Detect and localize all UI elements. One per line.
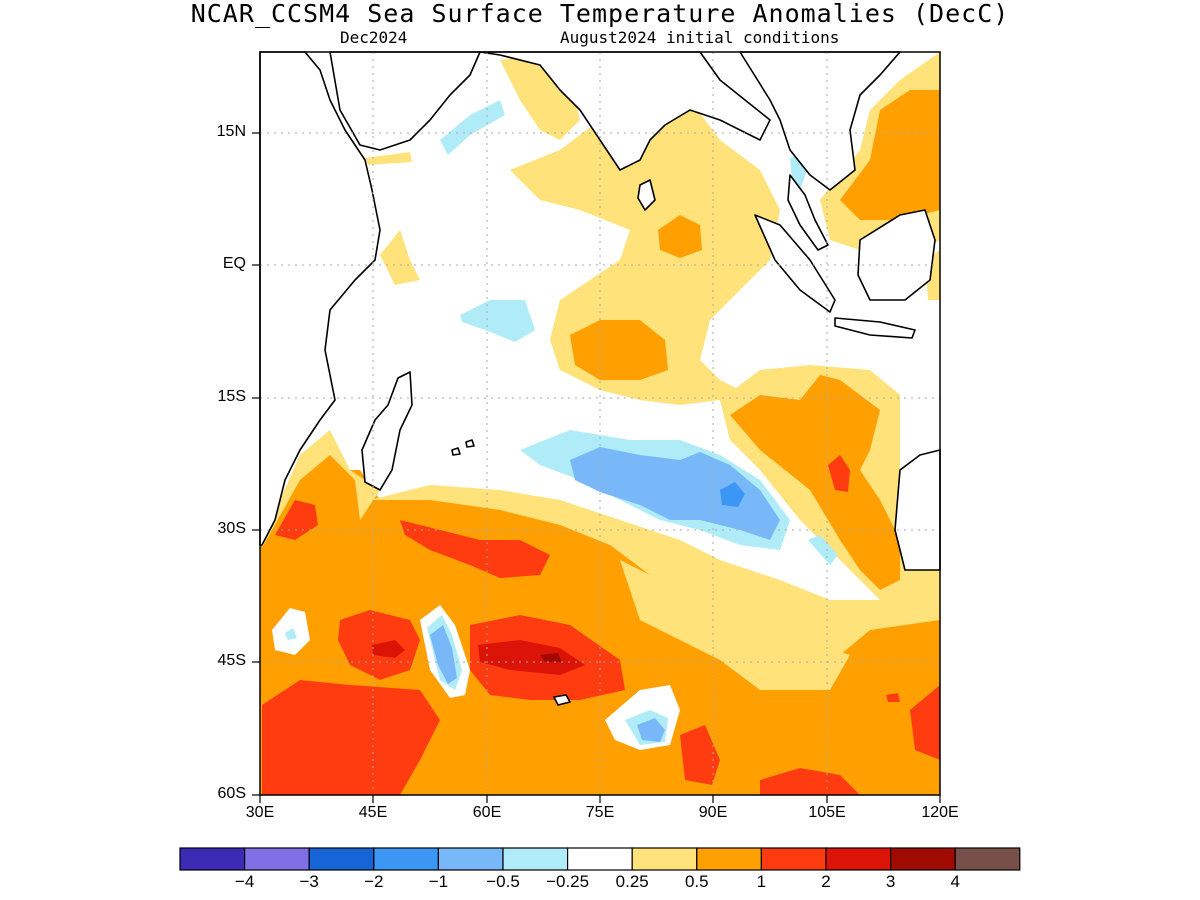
colorbar-label: 3 — [885, 872, 896, 891]
anomaly-region — [285, 628, 297, 640]
madagascar-land — [361, 371, 413, 491]
borneo-land — [857, 209, 936, 301]
anomaly-region — [828, 455, 850, 492]
colorbar-label: 0.5 — [684, 872, 709, 891]
anomaly-region — [510, 100, 780, 405]
anomaly-region — [380, 230, 420, 285]
indochina-land — [739, 51, 901, 191]
lon-label-60e: 60E — [472, 804, 502, 821]
colorbar-label: −1 — [428, 872, 449, 891]
colorbar-label: −0.5 — [486, 872, 520, 891]
lon-label-105e: 105E — [808, 804, 846, 821]
java-land — [834, 317, 916, 339]
anomaly-region — [886, 693, 900, 702]
colorbar-label: 2 — [821, 872, 831, 891]
grid-layer — [260, 52, 940, 795]
malay-land — [787, 174, 829, 251]
colorbar-label: 1 — [756, 872, 767, 891]
lat-label-15s: 15S — [217, 388, 246, 405]
colorbar-label: −2 — [364, 872, 384, 891]
colorbar-label: 4 — [950, 872, 960, 891]
anomaly-region — [637, 718, 665, 742]
anomaly-region — [540, 653, 562, 662]
lon-label-75e: 75E — [585, 804, 615, 821]
tick-marks — [252, 132, 941, 803]
anomaly-region — [680, 725, 720, 785]
srilanka-land — [637, 179, 656, 211]
australia-land — [894, 449, 941, 571]
anomaly-region — [760, 768, 860, 795]
lat-label-60s: 60S — [217, 785, 246, 802]
anomaly-region — [460, 300, 535, 342]
lon-label-30e: 30E — [245, 804, 275, 821]
lat-label-45s: 45S — [217, 652, 246, 669]
anomaly-region — [730, 375, 900, 590]
anomaly-region — [658, 215, 702, 258]
lon-label-120e: 120E — [921, 804, 959, 821]
anomaly-region — [720, 482, 745, 507]
forecast-month: Dec2024 — [340, 28, 408, 47]
anomaly-region — [808, 535, 838, 565]
anomaly-region — [365, 152, 412, 165]
lat-label-eq: EQ — [222, 255, 246, 272]
anomaly-region — [430, 625, 457, 684]
anomaly-region — [372, 640, 405, 658]
anomaly-region — [478, 640, 585, 675]
shading-layer — [260, 52, 940, 795]
colorbar-label: −0.25 — [546, 872, 590, 891]
india-land — [479, 51, 771, 171]
anomaly-region — [910, 685, 940, 760]
colorbar-label: −3 — [299, 872, 319, 891]
anomaly-region — [262, 680, 440, 795]
colorbar-label: −4 — [234, 872, 255, 891]
anomaly-region — [620, 560, 850, 690]
initial-conditions: August2024 initial conditions — [560, 28, 840, 47]
colorbar-label: 0.25 — [615, 872, 649, 891]
anomaly-region — [400, 520, 550, 578]
island-land — [465, 439, 475, 448]
anomaly-region — [570, 447, 780, 540]
island-land — [553, 694, 571, 706]
arabia-land — [329, 51, 481, 151]
anomaly-region — [440, 100, 505, 155]
sumatra-land — [754, 214, 836, 313]
anomaly-region — [840, 90, 940, 220]
lat-label-30s: 30S — [217, 520, 246, 537]
map-title: NCAR_CCSM4 Sea Surface Temperature Anoma… — [190, 0, 1010, 28]
lon-label-90e: 90E — [698, 804, 728, 821]
anomaly-region — [370, 485, 940, 655]
anomaly-region — [570, 320, 668, 380]
anomaly-region — [275, 500, 318, 540]
lon-label-45e: 45E — [358, 804, 388, 821]
land-layer — [259, 51, 941, 706]
africa-land — [259, 51, 381, 546]
lat-label-15n: 15N — [216, 123, 246, 140]
island-land — [451, 447, 461, 456]
